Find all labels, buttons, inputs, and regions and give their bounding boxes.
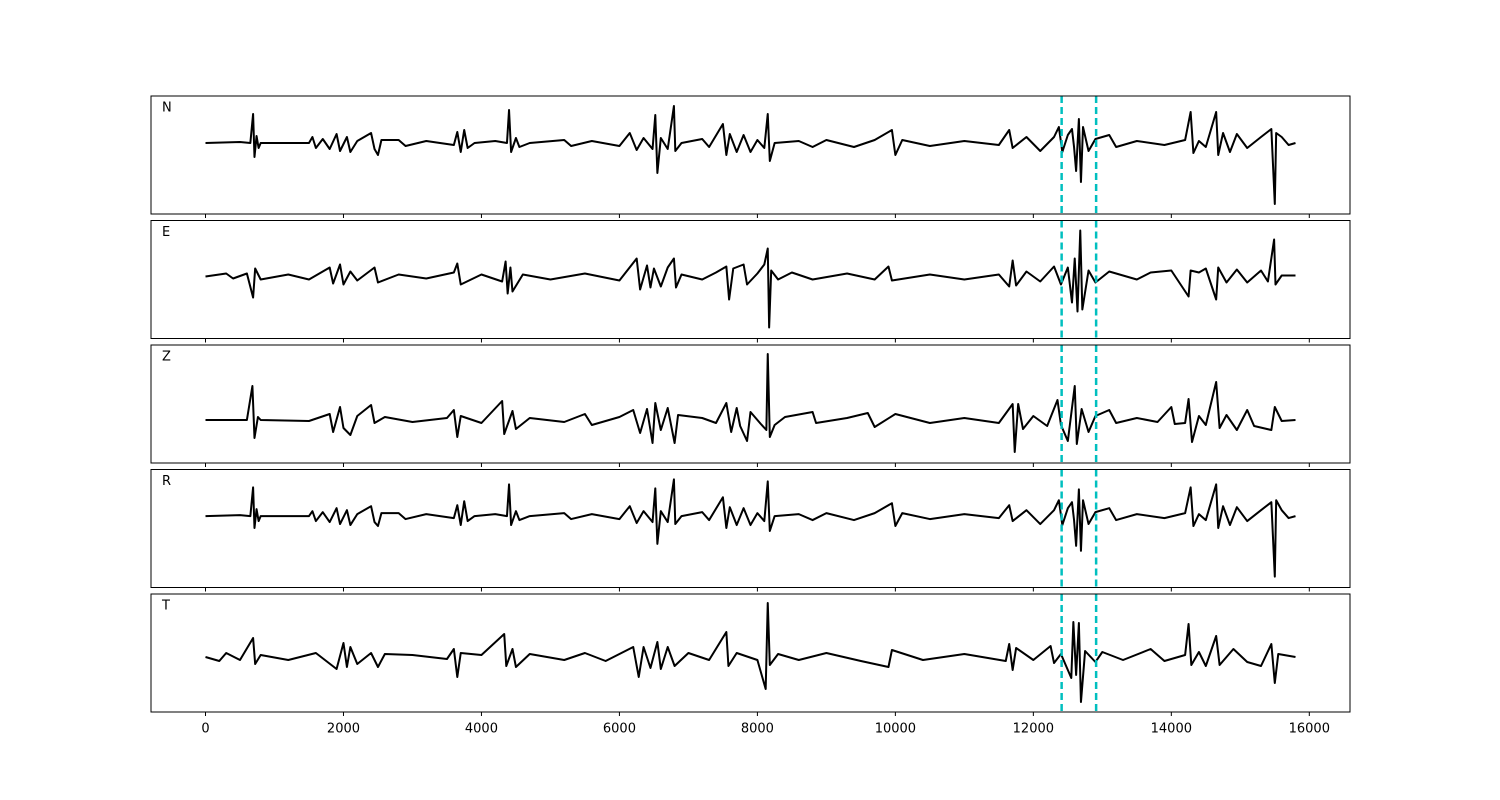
- panel-label: N: [162, 101, 172, 116]
- panel-label: R: [162, 474, 171, 489]
- x-tick-label: 0: [201, 722, 209, 737]
- x-tick-label: 2000: [327, 722, 360, 737]
- x-tick-label: 14000: [1151, 722, 1192, 737]
- axes-frame: [150, 344, 1351, 464]
- trace: [205, 478, 1296, 578]
- trace: [205, 105, 1296, 205]
- x-tick-label: 12000: [1013, 722, 1054, 737]
- trace: [205, 353, 1296, 453]
- panel-label: T: [161, 599, 170, 614]
- x-tick-label: 16000: [1289, 722, 1330, 737]
- axes-frame: [150, 469, 1351, 588]
- trace: [205, 602, 1296, 703]
- panel-label: E: [162, 225, 170, 240]
- axes-frame: [150, 593, 1351, 713]
- x-tick-label: 8000: [741, 722, 774, 737]
- axes-frame: [150, 220, 1351, 339]
- panel-label: Z: [162, 350, 171, 365]
- x-tick-label: 10000: [875, 722, 916, 737]
- x-tick-label: 4000: [465, 722, 498, 737]
- trace: [205, 229, 1296, 329]
- axes-frame: [150, 95, 1351, 215]
- x-tick-label: 6000: [603, 722, 636, 737]
